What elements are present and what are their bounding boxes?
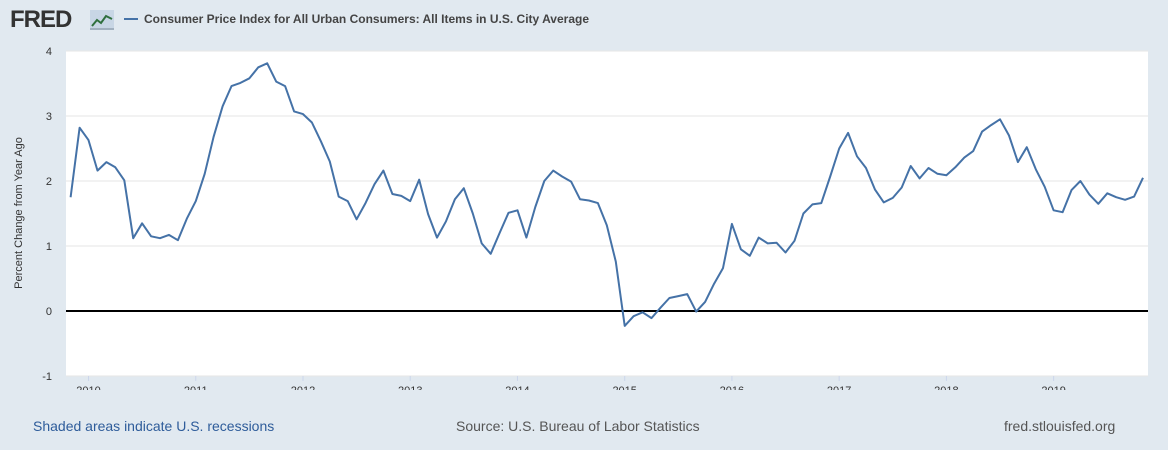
chart-header: FRED Consumer Price Index for All Urban … xyxy=(0,0,1168,40)
source-text: Source: U.S. Bureau of Labor Statistics xyxy=(456,418,700,434)
x-tick-label: 2010 xyxy=(76,385,100,390)
y-tick-label: 3 xyxy=(46,111,52,123)
x-axis: 2010 2011 2012 2013 2014 2015 2016 2017 2018 2019 xyxy=(76,376,1066,390)
gridlines xyxy=(66,50,1148,377)
y-tick-label: 0 xyxy=(46,306,52,318)
y-tick-label: 4 xyxy=(46,46,52,58)
x-tick-label: 2014 xyxy=(505,385,529,390)
legend-swatch xyxy=(124,18,138,20)
plot-area xyxy=(66,51,1148,376)
recessions-link[interactable]: Shaded areas indicate U.S. recessions xyxy=(33,418,275,434)
y-tick-label: 1 xyxy=(46,241,52,253)
y-axis: -1 0 1 2 3 4 xyxy=(42,46,52,383)
y-tick-label: 2 xyxy=(46,176,52,188)
x-tick-label: 2019 xyxy=(1041,385,1065,390)
x-tick-label: 2012 xyxy=(291,385,315,390)
line-chart[interactable]: -1 0 1 2 3 4 2010 2011 2012 2013 2014 2015 2016 2017… xyxy=(0,40,1168,390)
x-tick-label: 2011 xyxy=(184,385,208,390)
x-tick-label: 2015 xyxy=(612,385,636,390)
legend-label: Consumer Price Index for All Urban Consu… xyxy=(144,12,589,26)
chart-legend[interactable]: Consumer Price Index for All Urban Consu… xyxy=(124,12,589,26)
x-tick-label: 2016 xyxy=(720,385,744,390)
x-tick-label: 2017 xyxy=(827,385,851,390)
x-tick-label: 2013 xyxy=(398,385,422,390)
fred-logo[interactable]: FRED xyxy=(10,6,72,33)
series-line-cpi[interactable] xyxy=(69,62,1144,327)
y-axis-title: Percent Change from Year Ago xyxy=(13,137,25,289)
y-tick-label: -1 xyxy=(42,371,52,383)
x-tick-label: 2018 xyxy=(934,385,958,390)
fred-chart-icon xyxy=(90,10,114,30)
site-url[interactable]: fred.stlouisfed.org xyxy=(1004,418,1116,434)
